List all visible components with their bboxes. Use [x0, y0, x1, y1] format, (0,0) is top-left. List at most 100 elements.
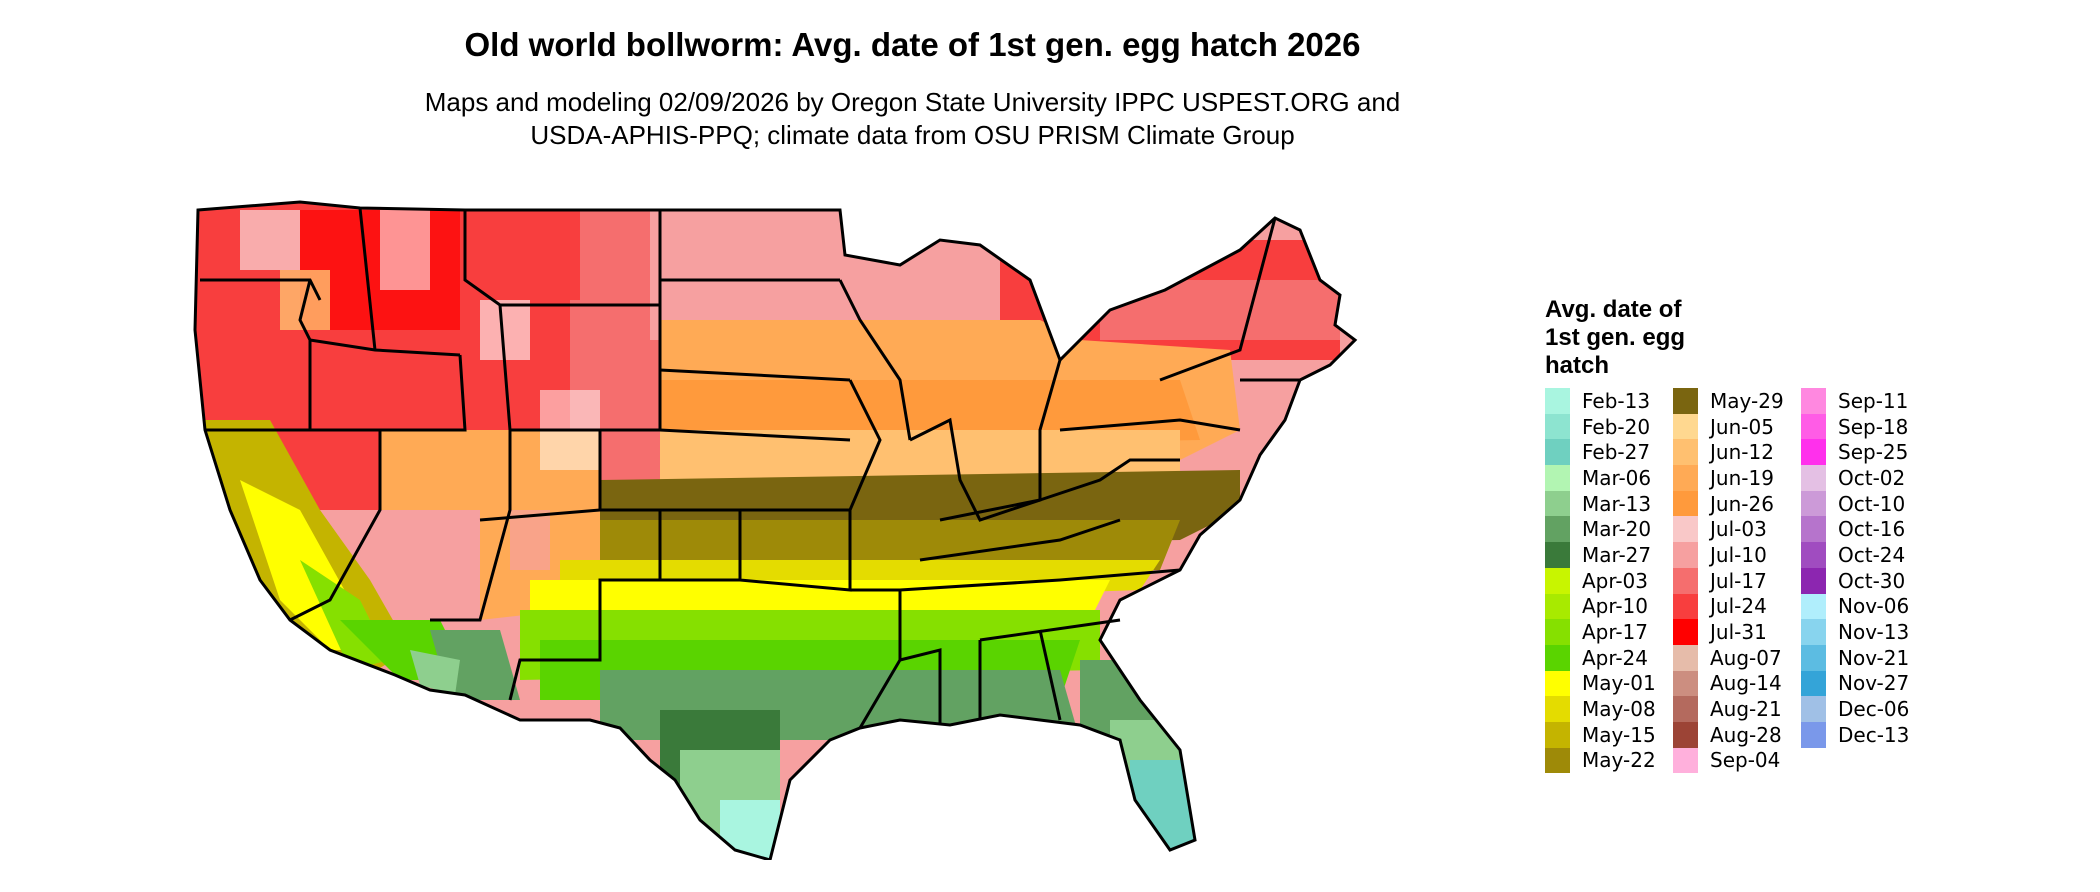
legend-label: May-01 — [1582, 671, 1656, 696]
legend-swatch — [1673, 388, 1698, 414]
subtitle-line-1: Maps and modeling 02/09/2026 by Oregon S… — [424, 87, 1401, 117]
legend-item: Nov-21 — [1801, 644, 1929, 671]
legend-label: Jul-17 — [1710, 568, 1767, 593]
legend-swatch — [1673, 465, 1698, 491]
legend-item: Sep-18 — [1801, 413, 1929, 440]
legend-swatch — [1673, 747, 1698, 774]
legend-swatch — [1545, 593, 1570, 620]
legend-swatch — [1545, 465, 1570, 491]
legend-label: May-22 — [1582, 748, 1656, 773]
legend-label: Jun-19 — [1710, 465, 1774, 490]
legend-label: Mar-27 — [1582, 542, 1652, 567]
legend-swatch — [1801, 542, 1826, 568]
legend-label: Apr-24 — [1582, 645, 1648, 670]
legend-label: Apr-17 — [1582, 620, 1648, 645]
legend-label: Feb-13 — [1582, 388, 1651, 413]
legend-label: Dec-13 — [1838, 722, 1910, 747]
legend-item: Nov-06 — [1801, 593, 1929, 620]
legend-swatch — [1673, 619, 1698, 645]
legend-label: Nov-27 — [1838, 671, 1910, 696]
legend-item: Jun-05 — [1673, 413, 1801, 440]
legend-label: May-08 — [1582, 697, 1656, 722]
legend-swatch — [1673, 413, 1698, 440]
legend-swatch — [1545, 696, 1570, 722]
legend-swatch — [1801, 439, 1826, 466]
legend-item: May-01 — [1545, 670, 1673, 697]
state-boundaries — [193, 200, 1358, 860]
legend-label: Apr-03 — [1582, 568, 1648, 593]
legend-label: Sep-11 — [1838, 388, 1909, 413]
legend-swatch — [1545, 388, 1570, 414]
legend-column: Sep-11 Sep-18 Sep-25 Oct-02 Oct-10 Oct-16 Oct-… — [1801, 388, 1929, 773]
legend-label: Oct-30 — [1838, 568, 1906, 593]
legend-item: Jul-03 — [1673, 516, 1801, 543]
legend-label: May-29 — [1710, 388, 1784, 413]
legend-label: Jun-05 — [1710, 414, 1774, 439]
legend-swatch — [1545, 619, 1570, 645]
legend-label: Oct-10 — [1838, 491, 1906, 516]
legend-swatch — [1673, 516, 1698, 543]
legend-label: Mar-13 — [1582, 491, 1652, 516]
legend-item: Jun-26 — [1673, 490, 1801, 517]
legend-item: Sep-11 — [1801, 388, 1929, 414]
legend-label: Jul-31 — [1710, 620, 1767, 645]
legend-label: Feb-20 — [1582, 414, 1651, 439]
legend-swatch — [1673, 696, 1698, 722]
legend-column: Feb-13 Feb-20 Feb-27 Mar-06 Mar-13 Mar-20 Mar-… — [1545, 388, 1673, 774]
legend-swatch — [1673, 644, 1698, 671]
legend-item: Aug-28 — [1673, 721, 1801, 748]
legend-item: Feb-27 — [1545, 439, 1673, 466]
legend-label: Sep-25 — [1838, 440, 1909, 465]
us-egg-hatch-map — [193, 200, 1358, 860]
legend-label: Aug-21 — [1710, 697, 1782, 722]
legend-swatch — [1545, 644, 1570, 671]
legend-item: Mar-06 — [1545, 465, 1673, 491]
legend-label: Jul-24 — [1710, 594, 1767, 619]
legend-swatch — [1673, 567, 1698, 594]
legend-item: Apr-10 — [1545, 593, 1673, 620]
legend: Feb-13 Feb-20 Feb-27 Mar-06 Mar-13 Mar-20 Mar-… — [1545, 388, 1929, 774]
legend-title-line-1: Avg. date of — [1545, 296, 1682, 323]
legend-item: Aug-21 — [1673, 696, 1801, 722]
legend-swatch — [1673, 490, 1698, 517]
legend-swatch — [1673, 670, 1698, 697]
legend-swatch — [1545, 542, 1570, 568]
legend-item: Sep-04 — [1673, 747, 1801, 774]
subtitle-line-2: USDA-APHIS-PPQ; climate data from OSU PR… — [530, 120, 1295, 150]
map-title: Old world bollworm: Avg. date of 1st gen… — [464, 26, 1361, 63]
legend-label: Oct-24 — [1838, 542, 1906, 567]
legend-item: Dec-13 — [1801, 721, 1929, 748]
legend-item: May-29 — [1673, 388, 1801, 414]
legend-label: Nov-21 — [1838, 645, 1910, 670]
legend-swatch — [1801, 465, 1826, 491]
legend-label: Apr-10 — [1582, 594, 1648, 619]
legend-swatch — [1673, 721, 1698, 748]
legend-title: Avg. date of 1st gen. egg hatch — [1545, 296, 1745, 380]
legend-item: Jun-12 — [1673, 439, 1801, 466]
legend-label: Mar-06 — [1582, 465, 1652, 490]
legend-item: Jul-10 — [1673, 542, 1801, 568]
legend-item: Aug-07 — [1673, 644, 1801, 671]
map-subtitle: Maps and modeling 02/09/2026 by Oregon S… — [0, 86, 1825, 152]
legend-swatch — [1801, 413, 1826, 440]
legend-item: Apr-24 — [1545, 644, 1673, 671]
legend-swatch — [1801, 619, 1826, 645]
legend-swatch — [1545, 747, 1570, 774]
legend-label: Nov-13 — [1838, 620, 1910, 645]
legend-label: Jul-10 — [1710, 542, 1767, 567]
legend-item: Mar-20 — [1545, 516, 1673, 543]
legend-item: Mar-27 — [1545, 542, 1673, 568]
legend-column: May-29 Jun-05 Jun-12 Jun-19 Jun-26 Jul-03 Jul-… — [1673, 388, 1801, 774]
legend-label: Oct-02 — [1838, 465, 1906, 490]
legend-label: Aug-07 — [1710, 645, 1782, 670]
legend-item: Sep-25 — [1801, 439, 1929, 466]
legend-label: May-15 — [1582, 722, 1656, 747]
legend-swatch — [1801, 490, 1826, 517]
legend-item: Aug-14 — [1673, 670, 1801, 697]
legend-swatch — [1545, 413, 1570, 440]
legend-swatch — [1545, 439, 1570, 466]
legend-swatch — [1801, 670, 1826, 697]
legend-label: Dec-06 — [1838, 697, 1910, 722]
legend-item: May-08 — [1545, 696, 1673, 722]
legend-swatch — [1545, 567, 1570, 594]
